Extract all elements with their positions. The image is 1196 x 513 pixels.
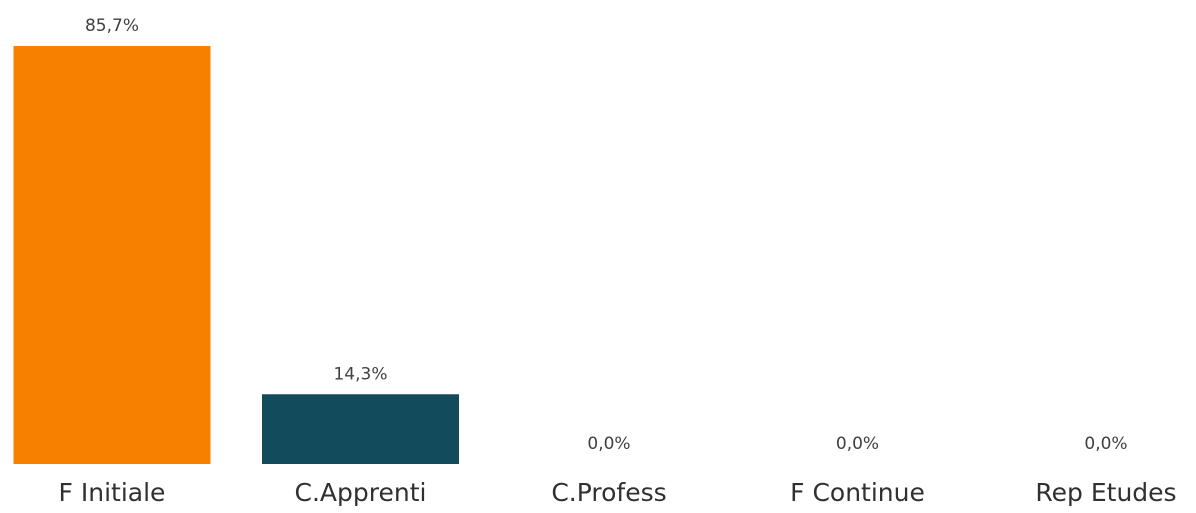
bar xyxy=(262,394,459,464)
bar xyxy=(13,46,211,464)
value-label: 0,0% xyxy=(836,434,879,454)
x-tick-label: C.Apprenti xyxy=(295,478,427,507)
x-tick-label: Rep Etudes xyxy=(1035,478,1176,507)
x-tick-label: F Continue xyxy=(790,478,925,507)
x-tick-label: C.Profess xyxy=(551,478,666,507)
value-label: 0,0% xyxy=(587,434,630,454)
x-tick-label: F Initiale xyxy=(59,478,166,507)
value-label: 0,0% xyxy=(1084,434,1127,454)
value-label: 85,7% xyxy=(85,16,139,36)
value-label: 14,3% xyxy=(333,364,387,384)
